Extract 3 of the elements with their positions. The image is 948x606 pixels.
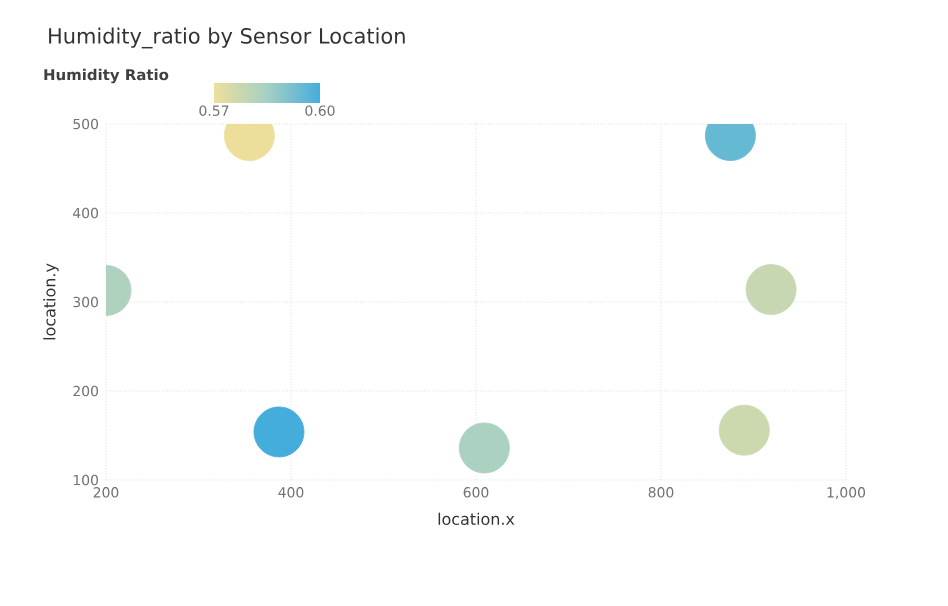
- point: [253, 406, 305, 458]
- point: [718, 404, 770, 456]
- chart-title: Humidity_ratio by Sensor Location: [49, 27, 405, 49]
